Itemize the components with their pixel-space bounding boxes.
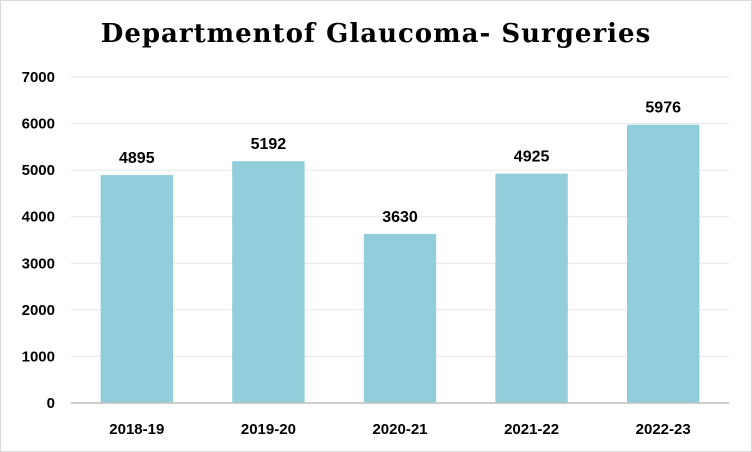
bar <box>232 161 305 403</box>
bar <box>495 173 568 403</box>
bar <box>100 175 173 403</box>
y-tick-label: 1000 <box>22 348 55 365</box>
y-tick-label: 7000 <box>22 69 55 86</box>
y-tick-label: 5000 <box>22 162 55 179</box>
y-tick-label: 0 <box>47 395 55 412</box>
x-tick-label: 2021-22 <box>504 421 559 438</box>
data-label: 5192 <box>251 136 287 153</box>
y-tick-label: 6000 <box>22 116 55 133</box>
data-label: 5976 <box>645 100 681 117</box>
x-tick-label: 2019-20 <box>241 421 296 438</box>
data-label: 4895 <box>119 150 155 167</box>
data-label: 4925 <box>514 149 550 166</box>
bar <box>363 233 437 403</box>
bar <box>627 124 700 403</box>
bars <box>100 124 700 403</box>
y-tick-label: 4000 <box>22 209 55 226</box>
y-tick-label: 3000 <box>22 255 55 272</box>
x-tick-label: 2020-21 <box>372 421 427 438</box>
data-label: 3630 <box>382 209 418 226</box>
x-tick-label: 2022-23 <box>636 421 691 438</box>
labels: 0 1000 2000 3000 4000 5000 6000 7000 4895 2018-19… <box>22 69 691 438</box>
x-tick-label: 2018-19 <box>109 421 164 438</box>
chart-title: Departmentof Glaucoma- Surgeries <box>100 19 652 49</box>
y-tick-label: 2000 <box>22 302 55 319</box>
